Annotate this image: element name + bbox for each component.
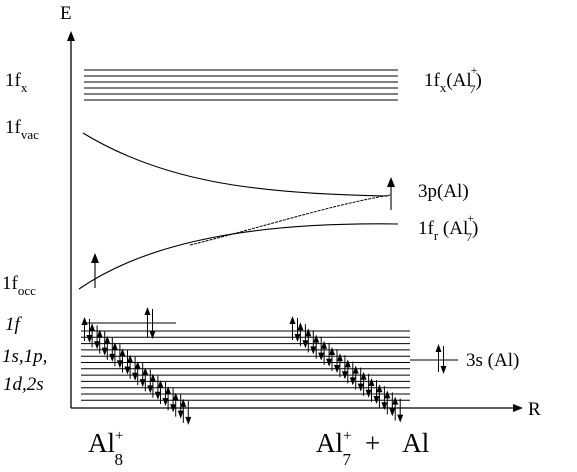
label-1d2s: 1d,2s xyxy=(3,374,44,395)
spin-pair xyxy=(96,329,108,356)
3s-spin-pair xyxy=(435,344,447,374)
spin-pair xyxy=(352,365,364,392)
label-1fvac: 1fvac xyxy=(5,117,39,142)
spin-pair xyxy=(89,323,101,350)
spin-pair xyxy=(172,392,184,419)
spin-pair xyxy=(104,335,116,362)
label-1fr-al7: 1fr (Al+ 7) xyxy=(418,211,478,244)
core-level-band xyxy=(81,330,458,401)
spin-pair xyxy=(111,342,123,369)
spin-pair xyxy=(289,316,301,342)
x-axis-label: R xyxy=(528,399,541,420)
spin-arrows-left xyxy=(81,317,192,425)
1f-spin-pair xyxy=(144,307,156,339)
label-1s1p: 1s,1p, xyxy=(2,346,47,367)
spin-pair xyxy=(297,322,309,349)
spin-pair xyxy=(329,347,340,373)
fvac-curve xyxy=(82,132,389,197)
y-axis-label: E xyxy=(60,3,72,24)
spin-pair xyxy=(376,384,388,411)
3p-transition-curve xyxy=(189,194,391,246)
spin-pair xyxy=(127,354,139,381)
fx-level-band xyxy=(84,69,398,101)
spin-pair xyxy=(81,317,93,343)
spin-pair xyxy=(119,348,131,375)
spin-pair xyxy=(336,353,348,380)
label-1fx: 1fx xyxy=(5,70,28,95)
label-3p-al: 3p(Al) xyxy=(418,181,469,202)
spin-arrows-right xyxy=(289,316,404,423)
label-al8-plus: Al+ 8 xyxy=(88,428,123,469)
spin-pair xyxy=(134,361,146,388)
label-1focc: 1focc xyxy=(2,273,36,298)
spin-pair xyxy=(360,371,372,398)
label-al7-plus-al: Al+ 7+ Al xyxy=(316,428,429,469)
spin-pair xyxy=(313,334,325,361)
spin-pair xyxy=(305,328,317,355)
spin-pair xyxy=(435,344,447,374)
spin-pair xyxy=(384,390,396,417)
label-1f: 1f xyxy=(5,314,23,335)
spin-pair xyxy=(157,380,169,406)
spin-pair xyxy=(142,367,154,394)
spin-pair xyxy=(180,398,192,425)
spin-pair xyxy=(368,378,380,404)
spin-pair xyxy=(165,386,177,413)
spin-pair xyxy=(144,307,156,339)
spin-pair xyxy=(321,340,333,367)
spin-pair xyxy=(392,396,404,423)
label-1fx-al7: 1fx(Al+ 7) xyxy=(424,63,482,96)
label-3s-al: 3s (Al) xyxy=(466,350,519,371)
spin-pair xyxy=(344,359,356,386)
focc-curve xyxy=(78,223,399,290)
spin-pair xyxy=(149,373,161,400)
